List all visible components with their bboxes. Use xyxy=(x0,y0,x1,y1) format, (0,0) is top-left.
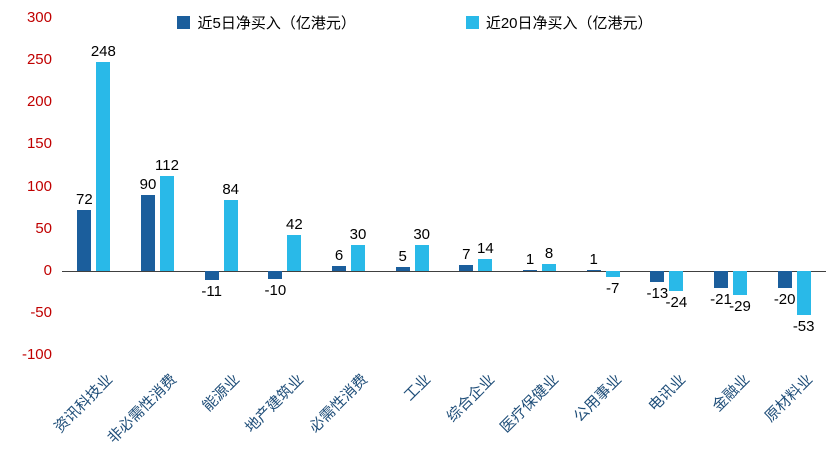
bar-value-label: 42 xyxy=(285,216,303,234)
bar-value-label: -53 xyxy=(792,318,815,336)
bar-value-label: 84 xyxy=(222,180,239,198)
bar-near20 xyxy=(796,270,811,316)
bar-near5 xyxy=(395,266,410,271)
bar-near20 xyxy=(605,270,620,277)
legend: 近5日净买入（亿港元） 近20日净买入（亿港元） xyxy=(0,12,830,33)
y-axis-tick-label: 0 xyxy=(43,261,52,279)
bar-value-label: 112 xyxy=(155,157,179,175)
bar-near5 xyxy=(332,265,346,271)
bar-value-label: 1 xyxy=(525,250,535,268)
legend-item-near20: 近20日净买入（亿港元） xyxy=(465,12,653,33)
bar-value-label: -29 xyxy=(729,298,751,316)
y-axis-tick-label: 150 xyxy=(26,135,52,153)
bar-value-label: 30 xyxy=(413,226,430,244)
bar-value-label: 248 xyxy=(90,42,116,60)
bar-value-label: -21 xyxy=(710,291,732,309)
y-axis-tick-label: 300 xyxy=(26,9,52,26)
bar-value-label: 14 xyxy=(476,239,494,257)
legend-swatch-near20-icon xyxy=(465,16,479,29)
bar-value-label: -10 xyxy=(264,282,287,300)
bar-near20 xyxy=(542,264,556,271)
bar-value-label: 1 xyxy=(589,250,598,268)
bar-near20 xyxy=(287,235,302,271)
bar-value-label: -20 xyxy=(773,290,796,308)
y-axis-tick-label: -50 xyxy=(30,303,52,321)
y-axis-tick-label: 200 xyxy=(26,93,52,111)
bar-value-label: 30 xyxy=(349,226,367,244)
bar-near20 xyxy=(351,245,365,271)
bar-near20 xyxy=(669,270,684,291)
bar-value-label: -11 xyxy=(201,283,222,301)
bar-near5 xyxy=(77,210,92,271)
bar-value-label: -24 xyxy=(665,293,688,311)
bar-near5 xyxy=(268,270,283,280)
bar-near20 xyxy=(414,245,429,271)
bar-value-label: -7 xyxy=(605,279,620,297)
bar-near5 xyxy=(714,270,728,289)
legend-label-near20: 近20日净买入（亿港元） xyxy=(485,15,653,32)
bar-value-label: 90 xyxy=(139,175,157,193)
bar-near20 xyxy=(733,270,747,296)
y-axis-tick-label: 250 xyxy=(26,51,52,69)
bar-near5 xyxy=(141,194,155,271)
bar-near5 xyxy=(777,270,792,288)
y-axis-tick-label: 100 xyxy=(26,177,52,195)
legend-item-near5: 近5日净买入（亿港元） xyxy=(177,12,356,33)
bar-value-label: 8 xyxy=(544,245,554,262)
bar-value-label: 7 xyxy=(462,245,471,263)
bar-value-label: -13 xyxy=(646,284,669,302)
y-axis-tick-label: 50 xyxy=(35,219,52,237)
zero-axis-line xyxy=(62,270,826,272)
y-axis-tick-label: -100 xyxy=(21,346,52,363)
bar-value-label: 6 xyxy=(334,246,344,264)
bar-near20 xyxy=(223,199,238,271)
bar-near20 xyxy=(96,61,111,271)
bar-value-label: 5 xyxy=(398,247,407,265)
bar-near5 xyxy=(459,264,474,271)
legend-swatch-near5-icon xyxy=(177,16,191,29)
legend-label-near5: 近5日净买入（亿港元） xyxy=(197,15,356,32)
bar-near20 xyxy=(160,176,174,271)
bar-value-label: 72 xyxy=(75,191,93,209)
bar-near5 xyxy=(586,269,601,272)
bar-near5 xyxy=(650,270,665,282)
bar-near5 xyxy=(204,270,219,281)
bar-near5 xyxy=(523,269,537,272)
bar-near20 xyxy=(478,258,493,271)
